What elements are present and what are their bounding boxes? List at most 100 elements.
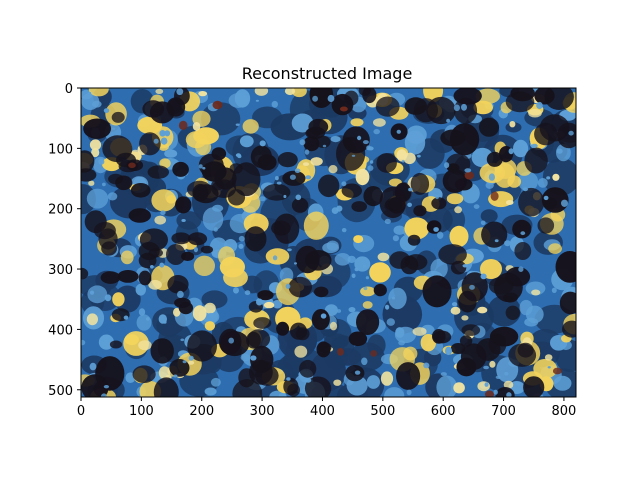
texture-blob (377, 252, 390, 262)
texture-blob (365, 276, 369, 280)
texture-blob (354, 370, 361, 375)
texture-blob (562, 320, 576, 338)
texture-blob (505, 305, 520, 320)
texture-blob (111, 127, 116, 130)
texture-blob (87, 91, 92, 95)
texture-blob (103, 385, 109, 389)
texture-blob (198, 164, 203, 169)
texture-blob (328, 165, 338, 174)
y-tick-label: 300 (48, 263, 73, 278)
texture-blob (154, 215, 166, 225)
texture-blob (404, 254, 428, 271)
y-tick-label: 200 (48, 203, 73, 218)
texture-blob (232, 162, 261, 197)
texture-blob (484, 382, 489, 387)
texture-blob (204, 302, 216, 314)
texture-blob (187, 180, 212, 198)
x-tick-label: 200 (189, 404, 214, 419)
texture-blob (384, 387, 405, 397)
texture-blob (128, 208, 151, 223)
texture-blob (362, 88, 377, 104)
texture-blob (153, 377, 179, 397)
texture-blob (333, 379, 342, 386)
texture-blob (348, 307, 356, 313)
texture-blob (171, 232, 191, 245)
texture-blob (287, 248, 292, 252)
texture-blob (367, 146, 374, 151)
texture-blob (83, 118, 111, 139)
texture-blob (367, 165, 374, 171)
texture-blob (160, 210, 166, 215)
texture-blob (91, 147, 100, 158)
texture-blob (318, 174, 340, 198)
texture-blob (473, 100, 494, 115)
texture-blob (308, 118, 329, 135)
texture-blob (473, 204, 480, 210)
texture-blob (480, 220, 486, 226)
texture-blob (244, 290, 251, 296)
texture-blob (175, 196, 192, 214)
texture-blob (146, 317, 150, 321)
texture-blob (315, 135, 331, 148)
x-tick-label: 100 (129, 404, 154, 419)
x-tick-label: 600 (431, 404, 456, 419)
texture-blob (299, 139, 306, 146)
texture-blob (246, 331, 261, 349)
texture-blob (351, 201, 368, 212)
texture-blob (440, 372, 447, 377)
texture-blob (200, 245, 213, 254)
texture-blob (87, 285, 108, 304)
texture-blob (286, 377, 291, 381)
texture-blob (234, 89, 251, 108)
texture-blob (548, 243, 562, 254)
texture-blob (192, 122, 201, 131)
texture-blob (394, 326, 417, 344)
texture-blob (534, 122, 558, 146)
texture-blob (480, 259, 502, 279)
texture-blob (407, 202, 412, 207)
texture-blob (178, 120, 188, 130)
texture-blob (510, 88, 535, 102)
texture-blob (449, 225, 469, 247)
texture-blob (531, 143, 538, 148)
texture-blob (507, 175, 521, 188)
texture-blob (440, 129, 466, 147)
texture-blob (233, 287, 239, 294)
texture-blob (464, 171, 474, 180)
texture-blob (111, 111, 125, 123)
texture-blob (406, 389, 412, 396)
texture-blob (117, 270, 139, 283)
texture-blob (435, 194, 439, 200)
texture-blob (559, 291, 576, 315)
texture-blob (553, 375, 572, 391)
texture-blob (309, 88, 334, 108)
texture-blob (353, 235, 364, 244)
texture-blob (556, 148, 563, 154)
texture-blob (444, 162, 450, 169)
texture-blob (475, 88, 500, 104)
texture-blob (406, 125, 427, 144)
texture-blob (148, 248, 163, 258)
texture-blob (375, 96, 400, 117)
texture-blob (380, 371, 394, 386)
texture-blob (505, 200, 514, 205)
texture-blob (81, 150, 95, 173)
texture-blob (412, 327, 427, 336)
texture-blob (265, 248, 290, 265)
texture-blob (484, 390, 495, 397)
texture-blob (438, 244, 467, 265)
texture-blob (138, 308, 146, 316)
texture-blob (167, 275, 189, 294)
texture-blob (518, 266, 524, 273)
x-axis: 0 100 200 300 400 500 600 700 800 (77, 397, 576, 419)
texture-blob (460, 343, 487, 371)
texture-blob (517, 171, 539, 192)
texture-blob (295, 194, 302, 201)
texture-blob (403, 346, 418, 361)
texture-blob (488, 173, 495, 181)
texture-blob (369, 160, 374, 164)
texture-blob (84, 210, 107, 234)
texture-blob (485, 181, 494, 189)
texture-blob (250, 355, 257, 361)
texture-blob (198, 91, 208, 97)
